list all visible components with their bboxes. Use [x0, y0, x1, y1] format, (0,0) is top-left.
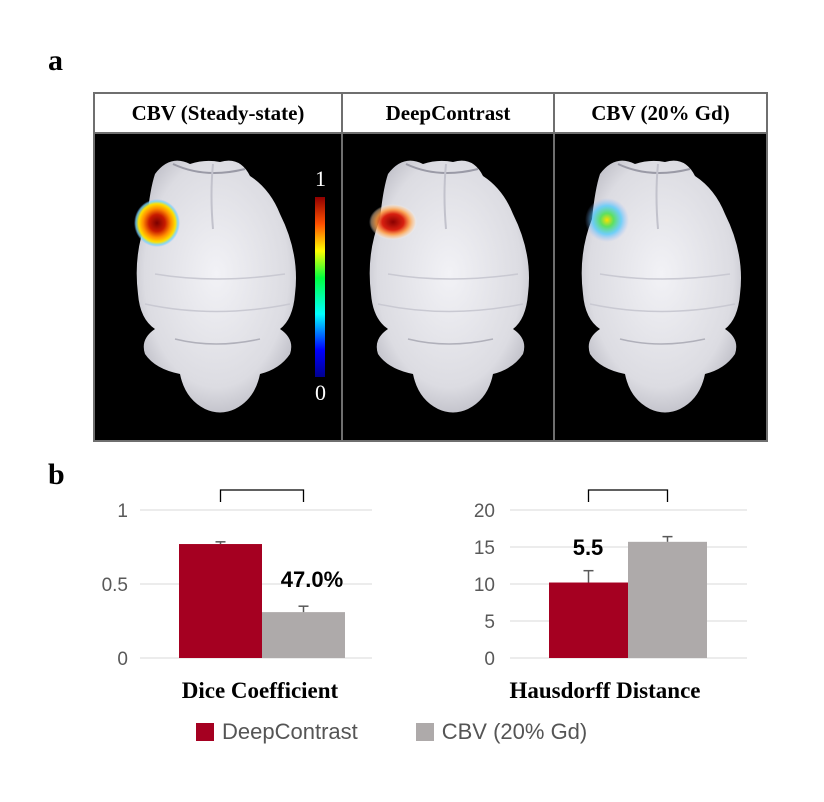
y-tick-label: 0.5 — [102, 575, 128, 596]
bar-cbv-20-gd- — [262, 612, 345, 658]
significance-marker: * — [257, 480, 268, 494]
y-tick-label: 20 — [474, 501, 495, 522]
hotspot — [369, 204, 417, 240]
brain-image-cbv-steady-state: 1 0 — [95, 134, 341, 440]
panel-b-letter: b — [48, 458, 65, 491]
legend-label: DeepContrast — [222, 719, 358, 744]
y-tick-label: 5 — [484, 612, 495, 633]
legend-swatch — [415, 723, 434, 741]
brain-render — [369, 160, 529, 413]
legend-swatch — [196, 723, 214, 741]
bar-cbv-20-gd- — [628, 541, 707, 658]
column-divider — [553, 94, 555, 440]
legend-item-deepcontrast: DeepContrast — [196, 719, 358, 745]
brain-image-cbv-20-gd — [555, 134, 766, 440]
hotspot — [585, 198, 629, 242]
y-tick-label: 1 — [117, 501, 128, 522]
hausdorff-chart-title: Hausdorff Distance — [509, 678, 701, 703]
y-tick-label: 0 — [117, 649, 128, 670]
brain-image-grid: CBV (Steady-state) DeepContrast CBV (20%… — [93, 92, 768, 442]
brain-shape — [369, 160, 529, 413]
legend-label: CBV (20% Gd) — [441, 719, 588, 744]
column-header-cbv-20-gd: CBV (20% Gd) — [555, 94, 766, 134]
significance-bracket — [587, 489, 669, 502]
column-divider — [341, 94, 343, 440]
hausdorff-distance-chart: 0 5 10 15 20 * 5.5 — [474, 480, 747, 670]
bar-deepcontrast — [549, 582, 628, 658]
column-header-deepcontrast: DeepContrast — [343, 94, 553, 134]
colorbar-max-label: 1 — [315, 166, 326, 191]
dice-chart-title: Dice Coefficient — [181, 678, 339, 703]
brain-render — [134, 160, 325, 413]
brain-render — [581, 160, 741, 413]
hotspot — [134, 199, 180, 247]
chart-legend: DeepContrast CBV (20% Gd) — [196, 719, 645, 745]
colorbar-min-label: 0 — [315, 380, 326, 405]
significance-bracket — [219, 489, 305, 502]
significance-marker: * — [623, 480, 634, 494]
y-tick-label: 15 — [474, 538, 495, 559]
brain-image-deepcontrast — [343, 134, 553, 440]
bar-deepcontrast — [179, 544, 262, 658]
dice-coefficient-chart: 0 0.5 1 * 47.0% — [102, 480, 372, 670]
y-tick-label: 0 — [484, 649, 495, 670]
colorbar — [315, 197, 325, 377]
column-header-cbv-steady-state: CBV (Steady-state) — [95, 94, 341, 134]
brain-shape — [136, 160, 296, 413]
bar-annotation: 47.0% — [281, 567, 343, 592]
legend-item-cbv-20-gd: CBV (20% Gd) — [415, 719, 588, 745]
y-tick-label: 10 — [474, 575, 495, 596]
panel-a-letter: a — [48, 44, 63, 77]
bar-annotation: 5.5 — [573, 535, 604, 560]
